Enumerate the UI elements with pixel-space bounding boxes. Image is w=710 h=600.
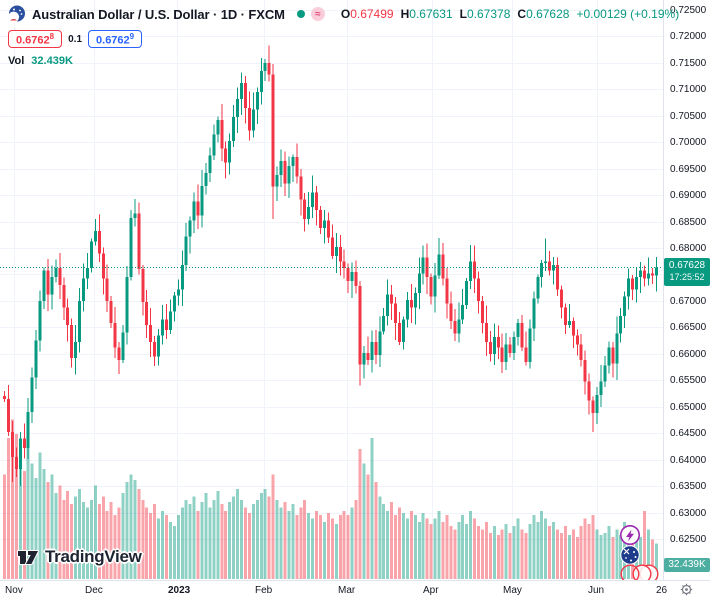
time-tick-label: Feb [255,585,273,596]
price-tick-label: 0.62500 [670,534,707,545]
time-tick-label: 2023 [168,585,191,596]
price-tick-label: 0.66500 [670,322,707,334]
last-price-label: 0.67628 17:25:52 [664,258,710,286]
symbol-title[interactable]: Australian Dollar / U.S. Dollar · 1D · F… [32,6,285,22]
time-tick-label: Mar [338,585,356,596]
price-tick-label: 0.68000 [670,243,707,255]
time-tick-label: Nov [5,585,23,596]
tradingview-mark-icon [17,550,39,565]
time-tick-label: Jun [588,585,605,596]
price-tick-label: 0.69500 [670,163,707,175]
time-tick-label: Dec [85,585,103,596]
high-value: 0.67631 [409,7,453,21]
volume-value: 32.439K [31,55,73,67]
bar-countdown: 17:25:52 [669,271,705,282]
sell-bid-button[interactable]: 0.67628 [8,29,63,49]
time-axis[interactable]: Nov Dec 2023 Feb Mar Apr May Jun 26 [0,580,710,600]
ohlc-values: O0.67499 H0.67631 L0.67378 C0.67628 +0.0… [340,7,680,21]
price-tick-label: 0.71500 [670,57,707,69]
delayed-data-icon[interactable]: ≈ [310,7,325,21]
axis-settings-gear-icon[interactable] [680,583,693,596]
price-tick-label: 0.64000 [670,454,707,466]
price-tick-label: 0.65500 [670,375,707,387]
price-tick-label: 0.68500 [670,216,707,228]
price-tick-label: 0.72500 [670,5,707,16]
buy-ask-button[interactable]: 0.67629 [88,29,143,49]
time-tick-label: Apr [423,585,439,596]
time-tick-label: May [503,585,522,596]
price-tick-label: 0.69000 [670,190,707,202]
price-tick-label: 0.64500 [670,428,707,440]
spread-label: 0.1 [68,33,83,45]
price-tick-label: 0.70500 [670,110,707,122]
low-value: 0.67378 [467,7,511,21]
change-value: +0.00129 (+0.19%) [576,7,680,21]
price-tick-label: 0.63500 [670,481,707,493]
chart-legend: Australian Dollar / U.S. Dollar · 1D · F… [8,4,679,67]
last-price-value: 0.67628 [668,260,706,271]
price-tick-label: 0.66000 [670,348,707,360]
lightning-icon [620,525,640,545]
price-tick-label: 0.72000 [670,31,707,43]
close-value: 0.67628 [526,7,570,21]
price-tick-label: 0.65000 [670,401,707,413]
price-tick-label: 0.70000 [670,137,707,149]
price-axis[interactable]: 0.72500 0.72000 0.71500 0.71000 0.70500 0.700… [663,0,710,580]
time-tick-label: 26 [656,585,668,596]
currency-pair-flag-icon [8,5,25,23]
aud-flag-icon [620,545,640,565]
tradingview-logo[interactable]: TradingView [16,547,142,567]
volume-axis-label: 32.439K [664,558,710,572]
volume-label: Vol [8,55,25,67]
price-tick-label: 0.63000 [670,507,707,519]
market-status-badges [616,524,662,591]
open-value: 0.67499 [350,7,394,21]
volume-legend: Vol 32.439K [8,55,679,67]
market-open-dot-icon[interactable] [296,10,305,18]
price-tick-label: 0.71000 [670,84,707,96]
tradingview-wordmark: TradingView [45,547,142,566]
price-tick-label: 0.67000 [670,295,707,307]
